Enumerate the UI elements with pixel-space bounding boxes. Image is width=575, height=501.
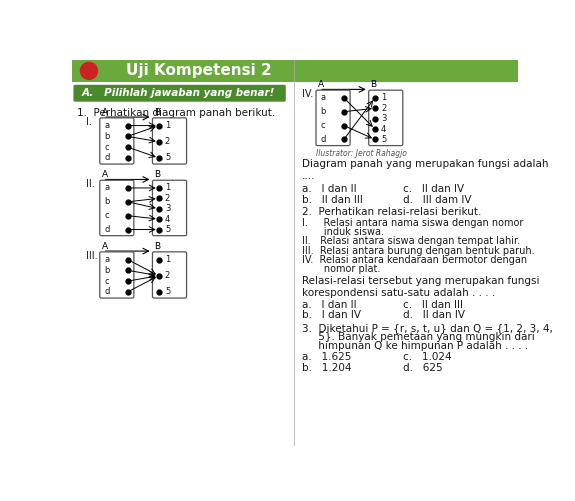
Text: c.   II dan III: c. II dan III	[403, 300, 463, 310]
Text: 2: 2	[165, 271, 170, 280]
Text: 3: 3	[165, 204, 170, 213]
FancyBboxPatch shape	[152, 118, 186, 164]
FancyBboxPatch shape	[100, 180, 134, 235]
Text: 2: 2	[165, 137, 170, 146]
Text: B: B	[154, 170, 160, 179]
Text: c.   1.024: c. 1.024	[403, 352, 451, 362]
Text: himpunan Q ke himpunan P adalah . . . .: himpunan Q ke himpunan P adalah . . . .	[302, 341, 528, 351]
FancyBboxPatch shape	[152, 180, 186, 235]
Text: 1.  Perhatikan diagram panah berikut.: 1. Perhatikan diagram panah berikut.	[76, 108, 275, 118]
Text: nomor plat.: nomor plat.	[302, 264, 381, 274]
Text: b.   II dan III: b. II dan III	[302, 195, 363, 205]
Text: c: c	[321, 121, 325, 130]
Text: d: d	[105, 153, 110, 162]
Text: b: b	[105, 197, 110, 206]
Text: 2: 2	[381, 104, 386, 113]
Text: 1: 1	[165, 255, 170, 264]
FancyBboxPatch shape	[100, 252, 134, 298]
Text: d.   III dam IV: d. III dam IV	[403, 195, 472, 205]
Text: c.   II dan IV: c. II dan IV	[403, 184, 464, 194]
Text: II.   Relasi antara siswa dengan tempat lahir.: II. Relasi antara siswa dengan tempat la…	[302, 236, 520, 246]
Text: III.: III.	[86, 250, 97, 261]
Text: d: d	[321, 135, 326, 144]
FancyBboxPatch shape	[369, 90, 403, 146]
Text: B: B	[370, 80, 377, 89]
Text: 3.  Diketahui P = {r, s, t, u} dan Q = {1, 2, 3, 4,: 3. Diketahui P = {r, s, t, u} dan Q = {1…	[302, 323, 553, 333]
Text: I.: I.	[86, 117, 91, 127]
Text: Relasi-relasi tersebut yang merupakan fungsi
korespondensi satu-satu adalah . . : Relasi-relasi tersebut yang merupakan fu…	[302, 277, 539, 298]
Text: 5: 5	[381, 135, 386, 144]
Text: 5: 5	[165, 288, 170, 297]
Text: 1: 1	[165, 183, 170, 192]
Text: a.   1.625: a. 1.625	[302, 352, 351, 362]
Text: 4: 4	[381, 125, 386, 134]
Text: c: c	[105, 211, 109, 220]
Text: a: a	[105, 121, 110, 130]
Text: 4: 4	[165, 214, 170, 223]
FancyBboxPatch shape	[316, 90, 350, 146]
Text: I.     Relasi antara nama siswa dengan nomor: I. Relasi antara nama siswa dengan nomor	[302, 218, 523, 228]
Text: a: a	[321, 93, 326, 102]
Text: 5: 5	[165, 153, 170, 162]
Bar	[72, 60, 518, 82]
Text: A: A	[102, 242, 108, 251]
FancyBboxPatch shape	[152, 252, 186, 298]
Text: a: a	[105, 183, 110, 192]
FancyArrow shape	[72, 60, 128, 82]
Text: c: c	[105, 143, 109, 152]
Text: d: d	[105, 288, 110, 297]
FancyBboxPatch shape	[74, 85, 286, 102]
Text: b: b	[105, 266, 110, 275]
Circle shape	[81, 63, 97, 79]
Text: III.  Relasi antara burung dengan bentuk paruh.: III. Relasi antara burung dengan bentuk …	[302, 245, 535, 256]
Text: d: d	[105, 225, 110, 234]
Text: A: A	[102, 170, 108, 179]
Text: a: a	[105, 255, 110, 264]
Text: A: A	[319, 80, 324, 89]
Text: d.   II dan IV: d. II dan IV	[403, 311, 465, 320]
Text: 5}. Banyak pemetaan yang mungkin dari: 5}. Banyak pemetaan yang mungkin dari	[302, 332, 535, 342]
Text: IV.  Relasi antara kendaraan bermotor dengan: IV. Relasi antara kendaraan bermotor den…	[302, 255, 527, 265]
Text: 2.  Perhatikan relasi-relasi berikut.: 2. Perhatikan relasi-relasi berikut.	[302, 207, 481, 217]
Text: 1: 1	[381, 93, 386, 102]
Text: A: A	[102, 108, 108, 117]
FancyBboxPatch shape	[100, 118, 134, 164]
Text: b: b	[321, 107, 326, 116]
Text: b.   I dan IV: b. I dan IV	[302, 311, 361, 320]
Text: Uji Kompetensi 2: Uji Kompetensi 2	[126, 64, 272, 78]
Text: 2: 2	[165, 194, 170, 203]
Text: 1: 1	[165, 121, 170, 130]
Text: d.   625: d. 625	[403, 363, 442, 373]
Text: 5: 5	[165, 225, 170, 234]
Text: Ilustrator: Jerot Rahagjo: Ilustrator: Jerot Rahagjo	[316, 149, 407, 158]
Text: II.: II.	[86, 179, 94, 189]
Text: B: B	[154, 242, 160, 251]
Text: Diagram panah yang merupakan fungsi adalah
....: Diagram panah yang merupakan fungsi adal…	[302, 159, 549, 181]
Text: c: c	[105, 277, 109, 286]
Text: a.   I dan II: a. I dan II	[302, 184, 356, 194]
Text: B: B	[154, 108, 160, 117]
Text: b: b	[105, 132, 110, 141]
Text: induk siswa.: induk siswa.	[302, 227, 384, 237]
Text: 3: 3	[381, 114, 386, 123]
Text: IV.: IV.	[302, 89, 313, 99]
Text: A.   Pilihlah jawaban yang benar!: A. Pilihlah jawaban yang benar!	[81, 88, 274, 98]
Text: b.   1.204: b. 1.204	[302, 363, 351, 373]
Text: a.   I dan II: a. I dan II	[302, 300, 356, 310]
